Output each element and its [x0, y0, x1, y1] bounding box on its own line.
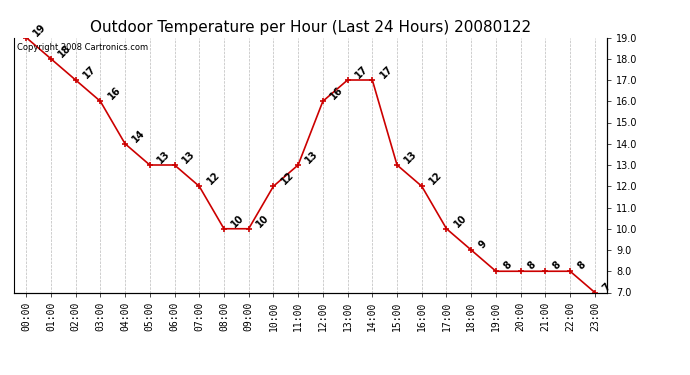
Text: 16: 16: [328, 85, 345, 102]
Text: 16: 16: [106, 85, 123, 102]
Text: 8: 8: [526, 260, 538, 272]
Text: 13: 13: [402, 149, 420, 166]
Text: 17: 17: [353, 64, 370, 81]
Text: 8: 8: [502, 260, 513, 272]
Text: 10: 10: [452, 213, 469, 230]
Text: 17: 17: [81, 64, 98, 81]
Text: 7: 7: [600, 281, 612, 293]
Text: 12: 12: [427, 170, 444, 187]
Text: 18: 18: [57, 43, 73, 59]
Text: 13: 13: [180, 149, 197, 166]
Text: 10: 10: [254, 213, 271, 230]
Text: 12: 12: [205, 170, 221, 187]
Text: 14: 14: [130, 128, 147, 144]
Text: 12: 12: [279, 170, 295, 187]
Text: 9: 9: [477, 239, 489, 250]
Text: 8: 8: [575, 260, 588, 272]
Title: Outdoor Temperature per Hour (Last 24 Hours) 20080122: Outdoor Temperature per Hour (Last 24 Ho…: [90, 20, 531, 35]
Text: 19: 19: [32, 21, 48, 38]
Text: 10: 10: [230, 213, 246, 230]
Text: 8: 8: [551, 260, 563, 272]
Text: 13: 13: [155, 149, 172, 166]
Text: 13: 13: [304, 149, 320, 166]
Text: Copyright 2008 Cartronics.com: Copyright 2008 Cartronics.com: [17, 43, 148, 52]
Text: 17: 17: [378, 64, 395, 81]
